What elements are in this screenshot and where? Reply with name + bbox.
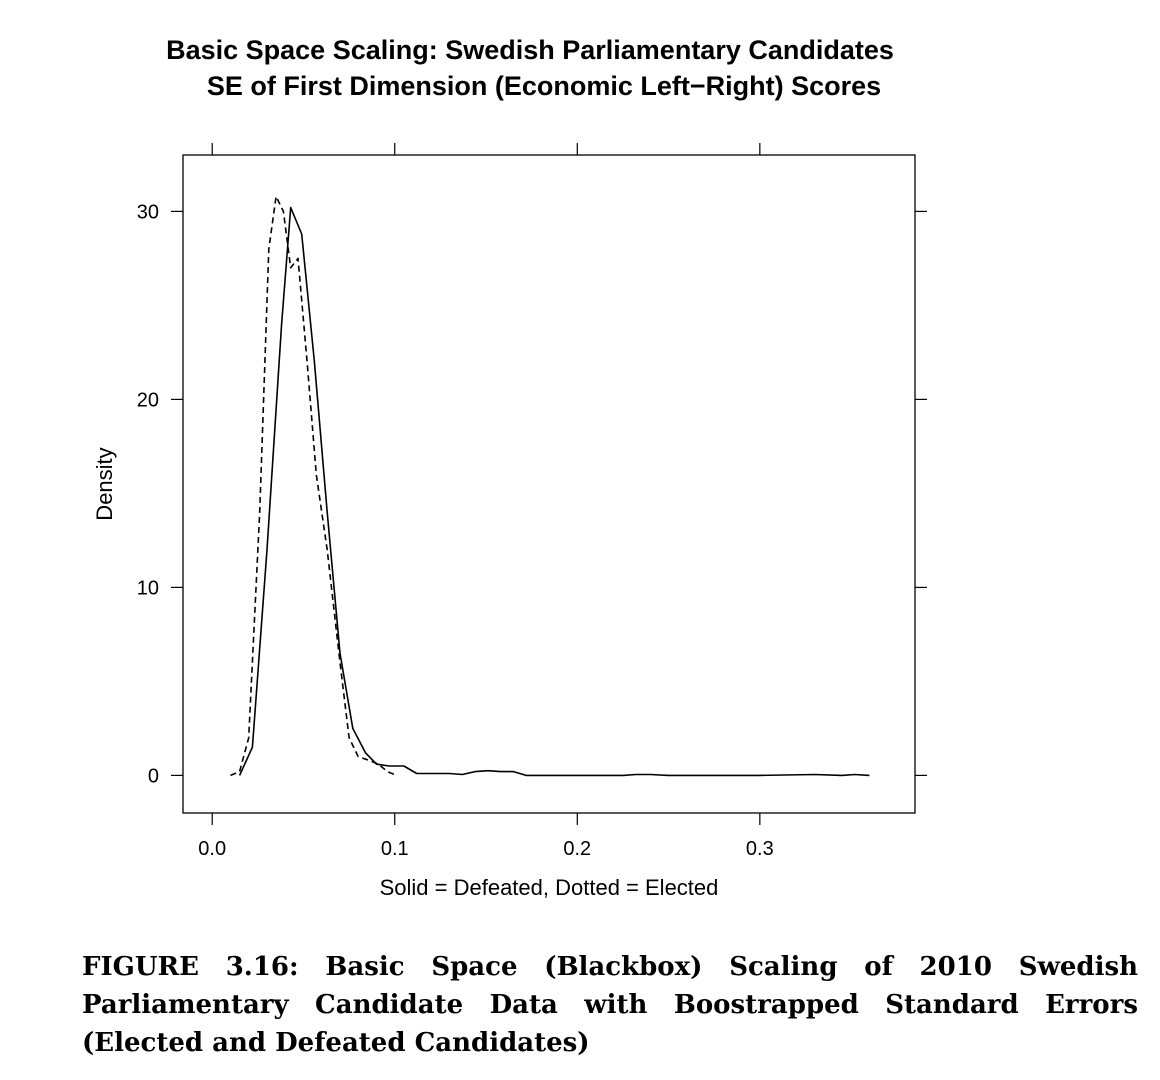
chart-title: Basic Space Scaling: Swedish Parliamenta… (166, 35, 894, 65)
y-tick-label: 10 (137, 577, 159, 599)
y-tick-label: 0 (148, 765, 159, 787)
defeated-density-line (238, 206, 870, 777)
density-plot: 0.0 0.1 0.2 0.3 0 10 20 30 Solid = Defeated, D… (92, 143, 927, 900)
y-axis-ticks: 0 10 20 30 (137, 201, 927, 787)
x-tick-label: 0.1 (381, 838, 409, 860)
series-lines (230, 195, 870, 777)
x-axis-ticks: 0.0 0.1 0.2 0.3 (198, 143, 774, 860)
figure-caption: FIGURE 3.16: Basic Space (Blackbox) Scal… (82, 952, 1138, 1058)
y-axis-label: Density (92, 447, 117, 520)
x-tick-label: 0.2 (563, 838, 591, 860)
x-tick-label: 0.0 (198, 838, 226, 860)
chart-subtitle: SE of First Dimension (Economic Left−Rig… (206, 71, 882, 101)
elected-density-line (230, 195, 397, 777)
plot-frame (182, 154, 916, 814)
y-tick-label: 30 (137, 201, 159, 223)
x-tick-label: 0.3 (746, 838, 774, 860)
x-axis-label: Solid = Defeated, Dotted = Elected (380, 875, 719, 900)
chart-title-block: Basic Space Scaling: Swedish Parliamenta… (0, 32, 1060, 104)
y-tick-label: 20 (137, 389, 159, 411)
